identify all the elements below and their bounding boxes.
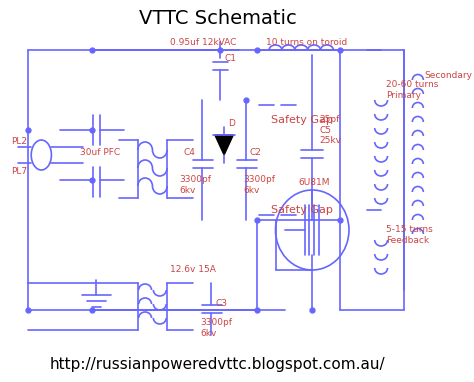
Text: C4: C4 [183, 147, 196, 157]
Text: PL7: PL7 [11, 167, 27, 175]
Text: 5-15 turns
Feedback: 5-15 turns Feedback [386, 225, 432, 245]
Text: 0.95uf 12kVAC: 0.95uf 12kVAC [170, 37, 236, 47]
Text: Secondary: Secondary [424, 71, 472, 79]
Text: 3300pf
6kv: 3300pf 6kv [179, 175, 211, 195]
Text: 6U81M: 6U81M [299, 178, 330, 186]
Text: D: D [228, 118, 235, 128]
Text: PL2: PL2 [11, 136, 27, 146]
Text: http://russianpoweredvttc.blogspot.com.au/: http://russianpoweredvttc.blogspot.com.a… [50, 358, 385, 372]
Text: C1: C1 [225, 53, 237, 63]
Text: 3300pf
6kv: 3300pf 6kv [200, 318, 232, 338]
Text: 12.6v 15A: 12.6v 15A [170, 265, 216, 275]
Polygon shape [215, 135, 233, 155]
Text: 30uf PFC: 30uf PFC [80, 147, 120, 157]
Text: C3: C3 [216, 298, 228, 308]
Text: 25pf
C5
25kv: 25pf C5 25kv [319, 115, 342, 145]
Text: 10 turns on toroid: 10 turns on toroid [266, 37, 347, 47]
Text: C2: C2 [250, 147, 262, 157]
Text: Safety Gap: Safety Gap [271, 115, 333, 125]
Text: VTTC Schematic: VTTC Schematic [139, 8, 297, 28]
Text: 20-60 turns
Primary: 20-60 turns Primary [386, 80, 438, 100]
Text: 3300pf
6kv: 3300pf 6kv [243, 175, 275, 195]
Text: Safety Gap: Safety Gap [271, 205, 333, 215]
